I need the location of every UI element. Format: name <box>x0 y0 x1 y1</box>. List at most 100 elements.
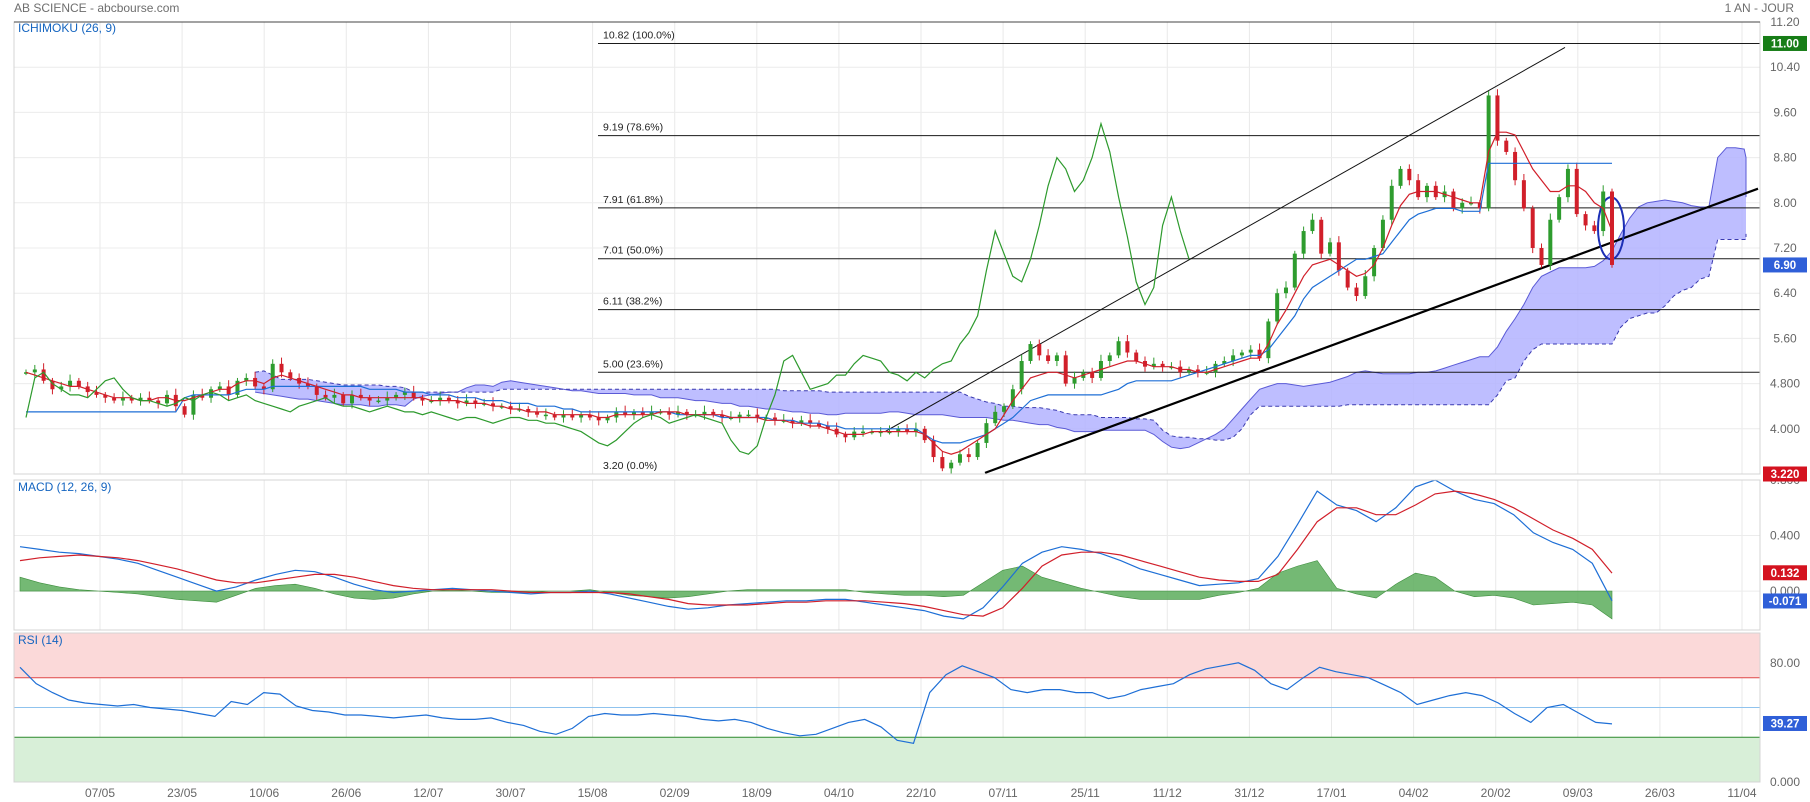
fib-label: 7.91 (61.8%) <box>603 194 663 206</box>
y-tick-label: 0.400 <box>1770 529 1800 543</box>
candle <box>667 407 672 420</box>
candle <box>1451 188 1456 212</box>
candle <box>332 388 337 403</box>
candle <box>1380 215 1385 251</box>
y-tick-label: 10.40 <box>1770 60 1800 74</box>
candle <box>350 390 355 409</box>
panel-frames <box>13 21 1761 783</box>
candle <box>1592 220 1597 234</box>
candle <box>1107 352 1112 367</box>
low-price-tag-text: 3.220 <box>1771 469 1800 481</box>
y-tick-label: 4.000 <box>1770 422 1800 436</box>
candle <box>1098 354 1103 381</box>
candle <box>1116 336 1121 359</box>
candle <box>1283 281 1288 299</box>
rsi-value-tag-text: 39.27 <box>1771 719 1800 731</box>
x-tick-label: 15/08 <box>578 786 608 800</box>
candle <box>579 411 584 423</box>
candle <box>781 414 786 424</box>
x-tick-label: 04/02 <box>1399 786 1429 800</box>
candle <box>1363 270 1368 299</box>
fib-label: 5.00 (23.6%) <box>603 358 663 370</box>
x-tick-label: 11/12 <box>1153 786 1182 800</box>
rsi-oversold-zone <box>14 737 1760 782</box>
x-tick-label: 30/07 <box>495 786 525 800</box>
candle <box>605 414 610 424</box>
candle <box>1292 250 1297 291</box>
candle <box>825 421 830 434</box>
last-price-tag <box>1763 257 1807 273</box>
candle <box>41 363 46 384</box>
candle <box>1336 236 1341 276</box>
ichimoku-panel-title: ICHIMOKU (26, 9) <box>18 21 116 35</box>
candle <box>1539 243 1544 268</box>
x-tick-label: 17/01 <box>1316 786 1346 800</box>
candle <box>1301 226 1306 259</box>
candle <box>799 415 804 426</box>
fib-label: 7.01 (50.0%) <box>603 245 663 257</box>
fib-label: 9.19 (78.6%) <box>603 122 663 134</box>
kijun-line <box>26 162 1612 444</box>
candle <box>429 396 434 404</box>
candle <box>1601 185 1606 237</box>
candle <box>1372 245 1377 282</box>
candle <box>490 397 495 412</box>
candle <box>1407 164 1412 186</box>
candle <box>949 459 954 474</box>
candle <box>940 450 945 472</box>
x-tick-label: 25/11 <box>1071 786 1100 800</box>
macd-signal-tag <box>1763 565 1807 581</box>
y-tick-label: 5.60 <box>1773 331 1797 345</box>
candle <box>957 449 962 466</box>
candlesticks <box>24 89 1614 474</box>
rsi-overbought-zone <box>14 633 1760 678</box>
x-tick-label: 11/04 <box>1727 786 1756 800</box>
high-price-tag-text: 11.00 <box>1771 39 1799 51</box>
x-tick-label: 22/10 <box>906 786 936 800</box>
y-tick-label: 9.60 <box>1773 105 1797 119</box>
candle <box>1530 205 1535 254</box>
candle <box>1557 194 1562 223</box>
candle <box>887 425 892 435</box>
x-tick-label: 18/09 <box>742 786 772 800</box>
upper-trendline <box>884 46 1566 433</box>
candle <box>1354 283 1359 302</box>
candle <box>1090 367 1095 384</box>
candle <box>596 411 601 426</box>
rsi-value-tag <box>1763 715 1807 731</box>
candle <box>772 412 777 426</box>
candle <box>1328 237 1333 257</box>
candle <box>244 373 249 386</box>
candle <box>693 410 698 418</box>
candle <box>1310 213 1315 234</box>
candle <box>1187 366 1192 376</box>
candle <box>1222 356 1227 367</box>
fib-label: 6.11 (38.2%) <box>603 296 662 308</box>
candle <box>913 422 918 437</box>
candle <box>129 394 134 404</box>
candle <box>103 392 108 403</box>
x-tick-label: 26/03 <box>1645 786 1675 800</box>
candle <box>1028 341 1033 364</box>
candle <box>1037 339 1042 361</box>
candle <box>1063 350 1068 387</box>
candle <box>746 410 751 418</box>
candle <box>464 394 469 407</box>
candle <box>1433 181 1438 200</box>
candle <box>120 391 125 406</box>
candle <box>1504 137 1509 155</box>
tenkan-line <box>25 131 1613 455</box>
timeframe-label: 1 AN - JOUR <box>1724 1 1794 15</box>
candle <box>446 394 451 404</box>
candle <box>235 377 240 398</box>
candle <box>543 408 548 420</box>
signal-line <box>19 490 1613 617</box>
candle <box>358 388 363 401</box>
candle <box>147 391 152 404</box>
candle <box>755 408 760 423</box>
rsi-line <box>19 662 1613 744</box>
candle <box>68 374 73 392</box>
high-price-tag <box>1763 35 1807 51</box>
candle <box>1046 349 1051 364</box>
x-tick-label: 26/06 <box>331 786 361 800</box>
